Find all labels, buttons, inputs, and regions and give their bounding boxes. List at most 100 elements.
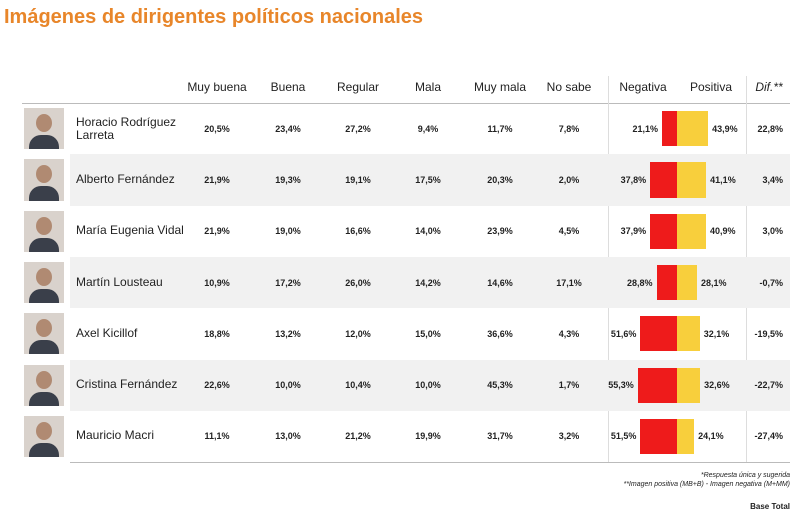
person-name: Axel Kicillof xyxy=(76,325,138,340)
photo xyxy=(24,108,64,150)
value-cell: 21,2% xyxy=(345,431,371,442)
avatar-head xyxy=(36,319,52,338)
value-cell: 20,5% xyxy=(204,123,230,134)
avatar-head xyxy=(36,216,52,235)
avatar-body xyxy=(29,237,59,252)
negative-label: 21,1% xyxy=(632,123,659,134)
negative-bar xyxy=(640,418,677,455)
negative-label: 37,9% xyxy=(620,226,647,237)
value-cell: 31,7% xyxy=(487,431,513,442)
dif-cell: 3,4% xyxy=(762,174,783,185)
value-cell: 17,2% xyxy=(275,277,301,288)
avatar-head xyxy=(36,114,52,132)
positive-bar xyxy=(677,367,701,403)
photo xyxy=(24,415,64,458)
value-cell: 13,0% xyxy=(275,431,301,442)
value-cell: 22,6% xyxy=(204,380,230,391)
value-cell: 13,2% xyxy=(275,328,301,339)
section-bg xyxy=(612,76,745,104)
dif-cell: -0,7% xyxy=(759,277,783,288)
column-header: Muy buena xyxy=(187,80,247,94)
photo xyxy=(24,210,64,252)
column-header: Positiva xyxy=(689,80,733,94)
value-cell: 26,0% xyxy=(345,277,371,288)
avatar-head xyxy=(36,370,52,389)
value-cell: 10,0% xyxy=(415,380,441,391)
column-header: No sabe xyxy=(546,80,592,94)
dif-cell: 22,8% xyxy=(757,123,783,134)
avatar-head xyxy=(36,421,52,440)
negative-bar xyxy=(640,316,677,352)
dif-cell: -22,7% xyxy=(754,380,783,391)
value-cell: 17,1% xyxy=(556,277,582,288)
positive-label: 32,6% xyxy=(704,380,730,391)
negative-bar xyxy=(637,367,677,403)
avatar-head xyxy=(36,267,52,286)
positive-bar xyxy=(677,111,709,147)
value-cell: 17,5% xyxy=(415,174,441,185)
value-cell: 16,6% xyxy=(345,226,371,237)
avatar-body xyxy=(29,340,59,355)
column-header: Muy mala xyxy=(473,80,527,94)
avatar-body xyxy=(29,442,59,458)
value-cell: 11,1% xyxy=(204,431,230,442)
value-cell: 2,0% xyxy=(558,174,580,185)
value-cell: 12,0% xyxy=(345,328,371,339)
value-cell: 21,9% xyxy=(204,174,230,185)
value-cell: 1,7% xyxy=(558,380,580,391)
person-name: Alberto Fernández xyxy=(76,171,175,186)
footnote: *Respuesta única y sugerida xyxy=(700,472,790,479)
positive-bar xyxy=(677,316,700,352)
value-cell: 19,1% xyxy=(345,174,371,185)
negative-label: 28,8% xyxy=(627,277,653,288)
column-header: Mala xyxy=(414,80,442,94)
negative-label: 37,8% xyxy=(620,174,647,185)
value-cell: 21,9% xyxy=(204,226,230,237)
value-cell: 45,3% xyxy=(487,380,513,391)
footnote: **Imagen positiva (MB+B) - Imagen negati… xyxy=(623,481,790,488)
avatar-body xyxy=(29,288,59,304)
value-cell: 19,3% xyxy=(275,174,301,185)
value-cell: 10,0% xyxy=(275,380,301,391)
positive-bar xyxy=(677,213,707,249)
value-cell: 4,5% xyxy=(558,226,580,237)
value-cell: 9,4% xyxy=(417,123,439,134)
value-cell: 36,6% xyxy=(487,328,513,339)
value-cell: 10,9% xyxy=(204,277,230,288)
positive-bar xyxy=(677,264,697,301)
value-cell: 23,4% xyxy=(275,123,301,134)
title: Imágenes de dirigentes políticos naciona… xyxy=(4,6,424,28)
value-cell: 7,8% xyxy=(558,123,580,134)
dif-cell: 3,0% xyxy=(762,226,783,237)
value-cell: 20,3% xyxy=(487,174,513,185)
dif-cell: -27,4% xyxy=(754,431,783,442)
avatar-body xyxy=(29,186,59,201)
avatar-body xyxy=(29,391,59,406)
person-name: Cristina Fernández xyxy=(76,377,178,392)
person-name: Martín Lousteau xyxy=(76,274,163,289)
person-name: Mauricio Macri xyxy=(76,428,155,443)
value-cell: 15,0% xyxy=(415,328,441,339)
column-header: Regular xyxy=(336,80,380,94)
column-header: Dif.** xyxy=(755,80,783,94)
value-cell: 18,8% xyxy=(204,328,230,339)
base-label: Base Total xyxy=(750,502,790,511)
photo xyxy=(24,159,64,201)
person-name: María Eugenia Vidal xyxy=(76,223,184,238)
positive-label: 40,9% xyxy=(710,226,736,237)
value-cell: 3,2% xyxy=(558,431,580,442)
value-cell: 14,6% xyxy=(487,277,513,288)
photo xyxy=(24,261,64,304)
value-cell: 4,3% xyxy=(558,328,580,339)
value-cell: 14,0% xyxy=(415,226,441,237)
value-cell: 23,9% xyxy=(487,226,513,237)
value-cell: 14,2% xyxy=(415,277,441,288)
positive-label: 32,1% xyxy=(703,328,730,339)
positive-label: 43,9% xyxy=(712,123,738,134)
column-header: Negativa xyxy=(619,80,667,94)
value-cell: 19,0% xyxy=(275,226,301,237)
value-cell: 11,7% xyxy=(487,123,513,134)
photo xyxy=(24,364,64,406)
column-header: Buena xyxy=(270,80,306,94)
